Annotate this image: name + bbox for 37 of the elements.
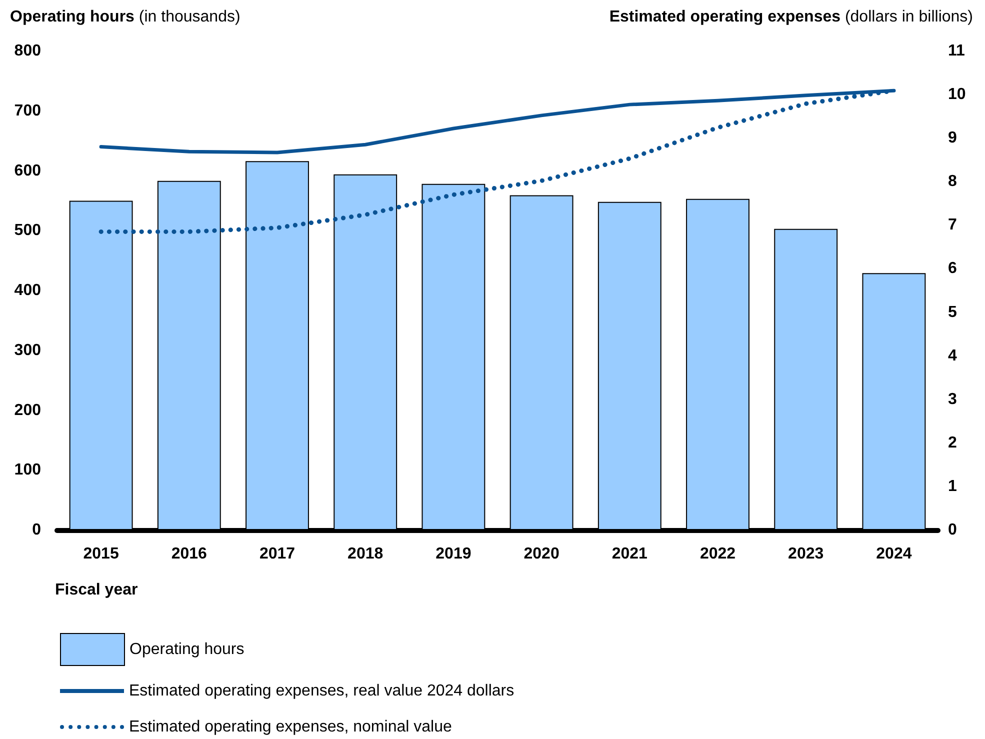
x-axis-title: Fiscal year (55, 582, 138, 598)
y-tick-label: 800 (14, 42, 42, 60)
y2-tick-label: 1 (948, 478, 957, 495)
y2-tick-label: 2 (948, 434, 957, 452)
y2-tick-label: 8 (948, 173, 957, 190)
y-tick-label: 300 (14, 342, 42, 359)
x-tick-label: 2018 (348, 546, 384, 562)
y-tick-label: 400 (14, 282, 42, 299)
y-tick-label: 600 (14, 162, 42, 180)
y-tick-label: 500 (14, 222, 42, 240)
x-tick-label: 2020 (524, 546, 560, 562)
y2-tick-label: 9 (948, 130, 957, 147)
x-tick-label: 2015 (83, 546, 119, 562)
y-tick-label: 200 (14, 402, 42, 419)
x-tick-label: 2017 (259, 546, 296, 562)
x-tick-label: 2022 (700, 546, 736, 562)
y-axis-title: Operating hours (in thousands) (10, 8, 240, 26)
x-tick-label: 2021 (612, 546, 648, 562)
legend-label: Estimated operating expenses, nominal value (129, 718, 452, 736)
y-tick-label: 0 (32, 522, 42, 538)
y2-axis-title: Estimated operating expenses (dollars in billions) (609, 8, 974, 26)
y-tick-label: 100 (14, 462, 42, 479)
x-tick-label: 2023 (788, 546, 824, 562)
y2-tick-label: 0 (948, 522, 957, 538)
y2-tick-label: 11 (948, 42, 966, 60)
legend-label: Estimated operating expenses, real value 2024 dollars (129, 682, 514, 700)
y2-tick-label: 7 (948, 216, 957, 234)
legend-label: Operating hours (130, 641, 244, 658)
y-tick-label: 700 (14, 102, 42, 120)
y2-tick-label: 4 (948, 347, 957, 364)
x-tick-label: 2019 (436, 546, 472, 562)
y2-tick-label: 3 (948, 390, 957, 408)
x-tick-label: 2024 (876, 546, 912, 562)
x-tick-label: 2016 (171, 546, 208, 562)
y2-tick-label: 10 (948, 86, 966, 104)
y2-tick-label: 5 (948, 304, 957, 321)
y2-tick-label: 6 (948, 260, 957, 278)
